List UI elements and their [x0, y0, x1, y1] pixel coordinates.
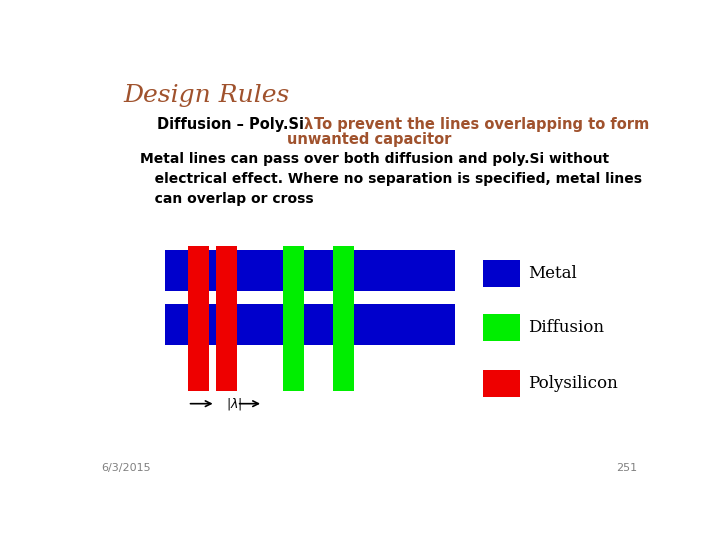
Text: can overlap or cross: can overlap or cross	[140, 192, 314, 206]
Bar	[333, 246, 354, 391]
Text: Metal lines can pass over both diffusion and poly.Si without: Metal lines can pass over both diffusion…	[140, 152, 609, 166]
Bar	[166, 250, 456, 292]
Bar	[188, 246, 209, 391]
Text: unwanted capacitor: unwanted capacitor	[287, 132, 451, 147]
Text: Design Rules: Design Rules	[124, 84, 290, 106]
Text: Diffusion – Poly.Si: Diffusion – Poly.Si	[157, 117, 309, 132]
Bar	[483, 314, 520, 341]
Text: To prevent the lines overlapping to form: To prevent the lines overlapping to form	[315, 117, 649, 132]
Text: Polysilicon: Polysilicon	[528, 375, 618, 393]
Bar	[215, 246, 237, 391]
Text: λ: λ	[303, 117, 312, 132]
Text: 251: 251	[616, 463, 637, 473]
Bar	[282, 246, 304, 391]
Bar	[483, 260, 520, 287]
Bar	[166, 304, 456, 346]
Text: 6/3/2015: 6/3/2015	[101, 463, 150, 473]
Bar	[483, 370, 520, 397]
Text: electrical effect. Where no separation is specified, metal lines: electrical effect. Where no separation i…	[140, 172, 642, 186]
Text: Diffusion: Diffusion	[528, 319, 604, 336]
Text: $|\lambda|$: $|\lambda|$	[226, 396, 243, 411]
Text: Metal: Metal	[528, 265, 577, 282]
